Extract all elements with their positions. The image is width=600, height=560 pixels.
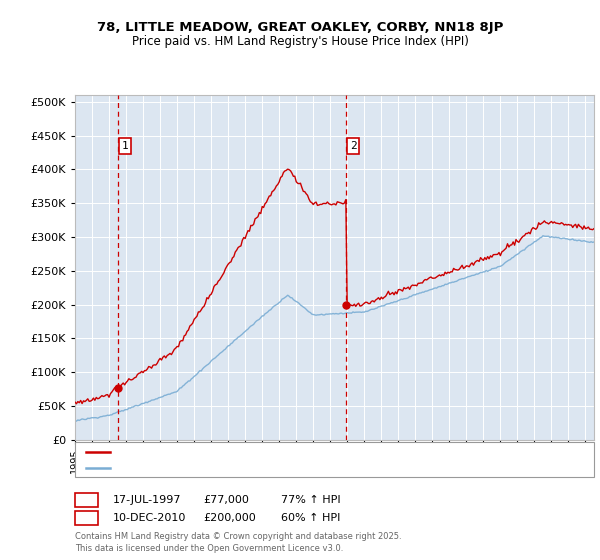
Text: 77% ↑ HPI: 77% ↑ HPI bbox=[281, 494, 340, 505]
Text: 60% ↑ HPI: 60% ↑ HPI bbox=[281, 513, 340, 523]
Text: Contains HM Land Registry data © Crown copyright and database right 2025.
This d: Contains HM Land Registry data © Crown c… bbox=[75, 532, 401, 553]
Text: 1: 1 bbox=[122, 141, 128, 151]
Text: 78, LITTLE MEADOW, GREAT OAKLEY, CORBY, NN18 8JP: 78, LITTLE MEADOW, GREAT OAKLEY, CORBY, … bbox=[97, 21, 503, 34]
Text: HPI: Average price, semi-detached house, North Northamptonshire: HPI: Average price, semi-detached house,… bbox=[117, 463, 451, 473]
Text: Price paid vs. HM Land Registry's House Price Index (HPI): Price paid vs. HM Land Registry's House … bbox=[131, 35, 469, 48]
Text: £77,000: £77,000 bbox=[203, 494, 248, 505]
Text: £200,000: £200,000 bbox=[203, 513, 256, 523]
Text: 78, LITTLE MEADOW, GREAT OAKLEY, CORBY, NN18 8JP (semi-detached house): 78, LITTLE MEADOW, GREAT OAKLEY, CORBY, … bbox=[117, 447, 510, 457]
Text: 2: 2 bbox=[83, 513, 90, 523]
Text: 1: 1 bbox=[83, 494, 90, 505]
Text: 17-JUL-1997: 17-JUL-1997 bbox=[113, 494, 181, 505]
Text: 10-DEC-2010: 10-DEC-2010 bbox=[113, 513, 186, 523]
Text: 2: 2 bbox=[350, 141, 356, 151]
